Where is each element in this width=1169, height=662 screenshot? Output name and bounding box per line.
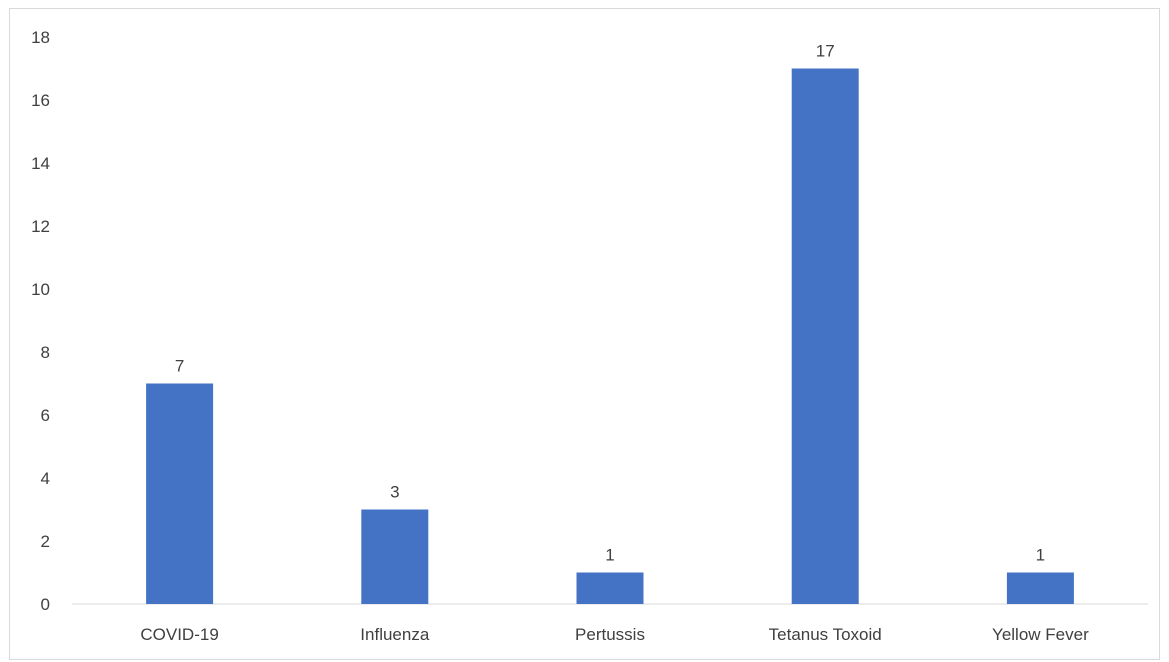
data-label: 1	[605, 546, 614, 565]
bars	[146, 68, 1074, 604]
y-tick-label: 2	[41, 532, 50, 551]
y-tick-label: 18	[31, 28, 50, 47]
x-tick-label: COVID-19	[140, 625, 218, 644]
y-tick-label: 8	[41, 343, 50, 362]
y-tick-label: 0	[41, 595, 50, 614]
y-axis-ticks: 0 2 4 6 8 10 12 14 16 18	[31, 28, 50, 614]
data-label: 7	[175, 357, 184, 376]
y-tick-label: 12	[31, 217, 50, 236]
bar	[791, 68, 859, 604]
x-tick-label: Tetanus Toxoid	[769, 625, 882, 644]
data-label: 17	[816, 42, 835, 61]
data-label: 3	[390, 483, 399, 502]
y-tick-label: 10	[31, 280, 50, 299]
bar	[361, 509, 429, 604]
x-axis-ticks: COVID-19 Influenza Pertussis Tetanus Toxoid…	[140, 625, 1089, 644]
bar	[576, 572, 644, 604]
y-tick-label: 14	[31, 154, 50, 173]
data-label: 1	[1036, 546, 1045, 565]
bar	[146, 383, 214, 604]
x-tick-label: Pertussis	[575, 625, 645, 644]
y-tick-label: 6	[41, 406, 50, 425]
data-labels: 7 3 1 17 1	[175, 42, 1045, 565]
x-tick-label: Influenza	[360, 625, 430, 644]
y-tick-label: 16	[31, 91, 50, 110]
x-tick-label: Yellow Fever	[992, 625, 1089, 644]
y-tick-label: 4	[41, 469, 50, 488]
bar	[1006, 572, 1074, 604]
